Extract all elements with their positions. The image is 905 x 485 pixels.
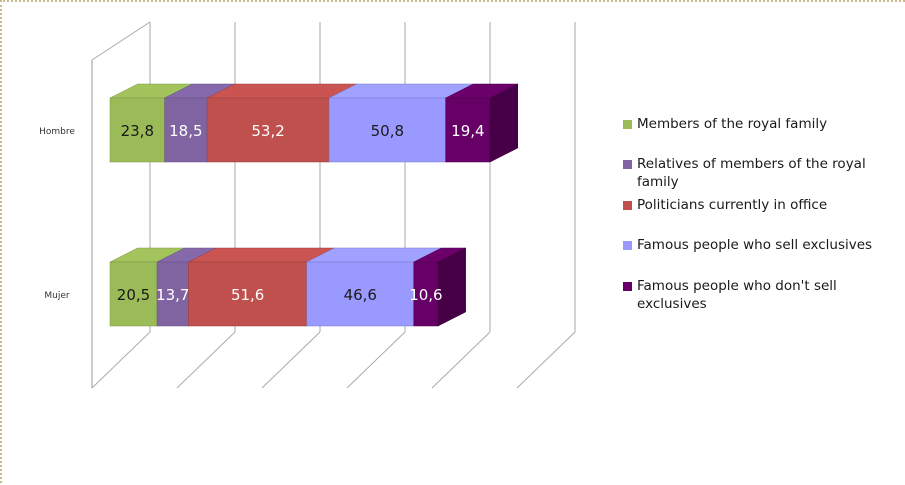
data-label-hombre-3: 50,8 — [371, 122, 404, 140]
data-label-mujer-2: 51,6 — [231, 286, 264, 304]
bar-mujer-1-front — [156, 261, 189, 327]
category-label-hombre: Hombre — [39, 127, 75, 137]
legend-label-no-exclusives: Famous people who don't sell exclusives — [637, 278, 837, 312]
gridline-floor-0 — [91, 331, 151, 389]
gridline-floor-1 — [176, 331, 236, 389]
legend-label-politicians: Politicians currently in office — [637, 197, 828, 213]
data-label-hombre-0: 23,8 — [121, 122, 154, 140]
data-label-mujer-1: 13,7 — [156, 286, 189, 304]
data-label-mujer-3: 46,6 — [344, 286, 377, 304]
category-label-mujer: Mujer — [44, 291, 70, 301]
bar-mujer-2-front — [188, 261, 308, 327]
bar-hombre-0-front — [109, 97, 165, 163]
legend-label-royal-family: Members of the royal family — [637, 116, 828, 132]
legend-swatch-politicians — [623, 201, 632, 210]
legend-swatch-royal-family — [623, 120, 632, 129]
data-label-hombre-4: 19,4 — [451, 122, 484, 140]
legend-label-relatives: Relatives of members of the royal family — [637, 156, 866, 190]
data-label-hombre-2: 53,2 — [251, 122, 284, 140]
legend-item-politicians: Politicians currently in office — [623, 196, 903, 214]
gridline-floor-5 — [516, 331, 576, 389]
legend-item-relatives: Relatives of members of the royal family — [623, 155, 903, 191]
bar-hombre-2-front — [206, 97, 330, 163]
bar-hombre-1-front — [164, 97, 208, 163]
gridline-floor-2 — [261, 331, 321, 389]
data-label-hombre-1: 18,5 — [169, 122, 202, 140]
gridline-floor-4 — [431, 331, 491, 389]
bar-hombre-side — [489, 83, 518, 163]
bar-mujer-3-front — [306, 261, 414, 327]
legend-item-no-exclusives: Famous people who don't sell exclusives — [623, 277, 903, 313]
gridline-floor-3 — [346, 331, 406, 389]
legend-swatch-relatives — [623, 160, 632, 169]
bar-mujer-0-front — [109, 261, 158, 327]
data-label-mujer-4: 10,6 — [409, 286, 442, 304]
legend-item-sell-exclusives: Famous people who sell exclusives — [623, 236, 903, 254]
legend-item-royal-family: Members of the royal family — [623, 115, 903, 133]
bar-mujer-side — [437, 247, 466, 327]
legend-label-sell-exclusives: Famous people who sell exclusives — [637, 237, 873, 253]
axis-top-edge — [91, 21, 151, 61]
bar-hombre-3-front — [328, 97, 446, 163]
legend-swatch-sell-exclusives — [623, 241, 632, 250]
data-label-mujer-0: 20,5 — [117, 286, 150, 304]
legend-swatch-no-exclusives — [623, 282, 632, 291]
bar-mujer-4-front — [413, 261, 439, 327]
